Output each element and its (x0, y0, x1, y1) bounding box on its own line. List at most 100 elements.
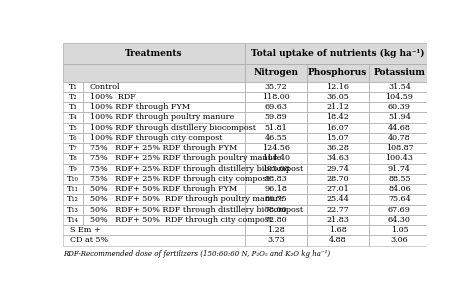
Bar (369, 204, 430, 215)
Bar (63, 184, 83, 194)
Text: 100% RDF through poultry manure: 100% RDF through poultry manure (90, 114, 234, 121)
Bar (245, 64, 307, 82)
Text: 69.63: 69.63 (264, 103, 288, 111)
Bar (307, 164, 369, 174)
Bar (83, 215, 245, 225)
Bar (63, 112, 83, 123)
Bar (63, 92, 83, 102)
Bar (245, 204, 307, 215)
Bar (307, 102, 369, 112)
Bar (63, 164, 83, 174)
Bar (369, 123, 430, 133)
Bar (369, 194, 430, 204)
Bar (307, 204, 369, 215)
Text: 50%   RDF+ 50% RDF through distillery biocompost: 50% RDF+ 50% RDF through distillery bioc… (90, 206, 303, 214)
Bar (369, 235, 430, 246)
Bar (369, 112, 430, 123)
Bar (369, 164, 430, 174)
Bar (63, 143, 83, 153)
Bar (307, 164, 369, 174)
Bar (369, 92, 430, 102)
Bar (307, 215, 369, 225)
Bar (245, 174, 307, 184)
Bar (63, 225, 245, 235)
Text: T₁₂: T₁₂ (67, 195, 79, 204)
Bar (63, 123, 83, 133)
Bar (245, 184, 307, 194)
Text: 105.08: 105.08 (262, 165, 290, 173)
Bar (63, 43, 245, 64)
Bar (83, 82, 245, 92)
Bar (307, 194, 369, 204)
Text: 100% RDF through distillery biocompost: 100% RDF through distillery biocompost (90, 124, 256, 132)
Bar (63, 82, 83, 92)
Bar (245, 153, 307, 164)
Text: T₆: T₆ (69, 134, 77, 142)
Text: T₂: T₂ (69, 93, 78, 101)
Text: 100% RDF through FYM: 100% RDF through FYM (90, 103, 190, 111)
Bar (307, 143, 369, 153)
Text: 40.78: 40.78 (388, 134, 411, 142)
Text: 1.05: 1.05 (391, 226, 408, 234)
Bar (63, 215, 83, 225)
Bar (369, 64, 430, 82)
Text: 3.73: 3.73 (267, 236, 285, 244)
Bar (369, 102, 430, 112)
Bar (245, 225, 307, 235)
Text: T₁: T₁ (69, 83, 78, 91)
Text: 36.28: 36.28 (326, 144, 349, 152)
Bar (63, 133, 83, 143)
Bar (369, 143, 430, 153)
Bar (83, 194, 245, 204)
Bar (83, 194, 245, 204)
Bar (307, 112, 369, 123)
Text: Potassium: Potassium (374, 68, 425, 77)
Bar (83, 164, 245, 174)
Text: 15.07: 15.07 (327, 134, 349, 142)
Bar (307, 82, 369, 92)
Bar (83, 102, 245, 112)
Text: 34.63: 34.63 (326, 154, 349, 162)
Text: 51.94: 51.94 (388, 114, 411, 121)
Bar (369, 215, 430, 225)
Bar (63, 235, 245, 246)
Bar (63, 153, 83, 164)
Text: 21.12: 21.12 (326, 103, 349, 111)
Bar (245, 43, 430, 64)
Bar (245, 64, 307, 82)
Text: 100% RDF through city compost: 100% RDF through city compost (90, 134, 222, 142)
Text: RDF-Recommended dose of fertilizers (150:60:60 N, P₂O₅ and K₂O kg ha⁻¹): RDF-Recommended dose of fertilizers (150… (63, 250, 330, 258)
Bar (245, 235, 307, 246)
Bar (63, 174, 83, 184)
Bar (83, 123, 245, 133)
Bar (369, 153, 430, 164)
Bar (83, 123, 245, 133)
Bar (83, 215, 245, 225)
Text: 100.43: 100.43 (385, 154, 413, 162)
Bar (307, 112, 369, 123)
Bar (83, 112, 245, 123)
Text: 21.83: 21.83 (326, 216, 349, 224)
Text: T₁₀: T₁₀ (67, 175, 79, 183)
Bar (369, 225, 430, 235)
Bar (307, 123, 369, 133)
Bar (63, 204, 83, 215)
Bar (245, 204, 307, 215)
Text: 29.74: 29.74 (326, 165, 349, 173)
Text: 114.40: 114.40 (262, 154, 290, 162)
Bar (245, 102, 307, 112)
Bar (63, 174, 83, 184)
Bar (307, 133, 369, 143)
Bar (83, 112, 245, 123)
Bar (63, 112, 83, 123)
Bar (245, 92, 307, 102)
Text: 51.81: 51.81 (264, 124, 287, 132)
Text: 3.06: 3.06 (391, 236, 408, 244)
Bar (307, 92, 369, 102)
Bar (369, 204, 430, 215)
Bar (245, 133, 307, 143)
Text: 75%   RDF+ 25% RDF through city compost: 75% RDF+ 25% RDF through city compost (90, 175, 270, 183)
Text: 100%  RDF: 100% RDF (90, 93, 136, 101)
Bar (245, 164, 307, 174)
Bar (245, 82, 307, 92)
